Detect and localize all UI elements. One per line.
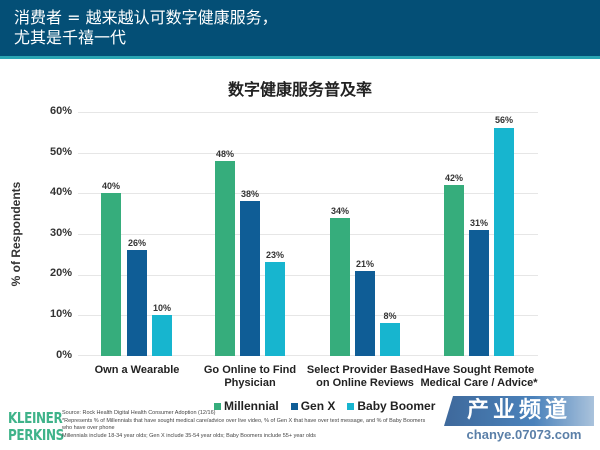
gridline <box>78 112 538 113</box>
category-label-line: Go Online to Find <box>203 364 297 376</box>
bar-millennial-find-physician <box>215 161 235 356</box>
legend-label: Millennial <box>224 399 279 413</box>
y-tick-50: 50% <box>49 146 72 158</box>
slide-title: 消费者 = 越来越认可数字健康服务， 尤其是千禧一代 <box>14 8 278 48</box>
slide-header: 消费者 = 越来越认可数字健康服务， 尤其是千禧一代 <box>0 0 600 56</box>
bar-genx-own-wearable <box>127 250 147 356</box>
bar-value-label: 23% <box>265 250 284 260</box>
header-accent-line <box>0 56 600 59</box>
bar-millennial-select-provider <box>330 218 350 356</box>
category-label-line: Physician <box>224 377 276 389</box>
y-tick-10: 10% <box>49 308 72 320</box>
bar-boomer-own-wearable <box>152 315 172 356</box>
bar-value-label: 56% <box>494 115 513 125</box>
footnote-source: Source: Rock Health Digital Health Consu… <box>62 410 216 416</box>
legend-swatch-icon <box>214 402 221 410</box>
bar-value-label: 21% <box>355 259 374 269</box>
category-label-line: Have Sought Remote <box>423 364 535 376</box>
y-tick-20: 20% <box>49 267 72 279</box>
legend-label: Gen X <box>300 399 336 413</box>
watermark-url: chanye.07073.com <box>466 427 582 442</box>
bar-value-label: 42% <box>444 173 463 183</box>
bar-genx-select-provider <box>355 271 375 356</box>
legend-item-millennial: Millennial <box>214 399 279 413</box>
gridline <box>78 315 538 316</box>
watermark-main: 产业频道 <box>444 396 594 426</box>
chart-legend: Millennial Gen X Baby Boomer <box>214 399 435 413</box>
category-label-line: Medical Care / Advice* <box>420 377 538 389</box>
site-watermark: 产业频道 chanye.07073.com <box>444 396 594 446</box>
bar-boomer-remote-care <box>494 128 514 356</box>
bar-boomer-select-provider <box>380 323 400 356</box>
bar-genx-find-physician <box>240 201 260 356</box>
bar-millennial-remote-care <box>444 185 464 356</box>
bar-value-label: 48% <box>215 149 234 159</box>
slide-title-line-1: 消费者 = 越来越认可数字健康服务， <box>14 8 278 27</box>
logo-line: KLEINER <box>8 409 63 427</box>
legend-item-genx: Gen X <box>290 399 336 413</box>
bar-boomer-find-physician <box>265 262 285 356</box>
category-label-own-wearable: Own a Wearable <box>72 364 202 377</box>
footnote-note: Millennials include 18-34 year olds; Gen… <box>62 432 316 439</box>
chart-title: 数字健康服务普及率 <box>227 80 372 99</box>
bar-value-label: 34% <box>330 206 349 216</box>
slide-title-line-2: 尤其是千禧一代 <box>14 28 127 47</box>
category-label-line: on Online Reviews <box>316 377 414 389</box>
legend-swatch-icon <box>347 402 355 410</box>
bar-millennial-own-wearable <box>101 193 121 356</box>
gridline <box>78 355 538 356</box>
bar-value-label: 38% <box>240 189 259 199</box>
category-label-line: Own a Wearable <box>94 364 180 376</box>
category-label-line: Select Provider Based <box>306 364 424 376</box>
y-tick-60: 60% <box>49 105 72 117</box>
source-footnote: Source: Rock Health Digital Health Consu… <box>62 410 432 440</box>
y-tick-30: 30% <box>49 227 72 239</box>
y-tick-0: 0% <box>56 349 72 361</box>
bar-value-label: 10% <box>152 303 171 313</box>
bar-value-label: 8% <box>383 311 397 321</box>
bar-value-label: 40% <box>101 181 120 191</box>
category-label-find-physician: Go Online to Find Physician <box>185 364 315 390</box>
kleiner-perkins-logo: KLEINER PERKINS <box>8 410 64 444</box>
logo-line: PERKINS <box>8 426 64 444</box>
gridline <box>78 275 538 276</box>
category-label-remote-care: Have Sought Remote Medical Care / Advice… <box>414 364 544 390</box>
y-axis-label: % of Respondents <box>9 181 23 287</box>
bar-genx-remote-care <box>469 230 489 356</box>
bar-value-label: 26% <box>127 238 146 248</box>
category-label-select-provider: Select Provider Based on Online Reviews <box>300 364 430 390</box>
gridline <box>78 153 538 154</box>
plot-area: 40% 26% 10% 48% 38% 23% 34% 21% 8% 42% 3… <box>78 112 538 356</box>
gridline <box>78 193 538 194</box>
legend-item-baby-boomer: Baby Boomer <box>347 399 435 413</box>
y-tick-40: 40% <box>49 186 72 198</box>
bar-value-label: 31% <box>469 218 488 228</box>
footnote-note: *Represents % of Millennials that have s… <box>62 417 426 432</box>
legend-swatch-icon <box>290 402 298 410</box>
legend-label: Baby Boomer <box>357 399 436 413</box>
gridline <box>78 234 538 235</box>
